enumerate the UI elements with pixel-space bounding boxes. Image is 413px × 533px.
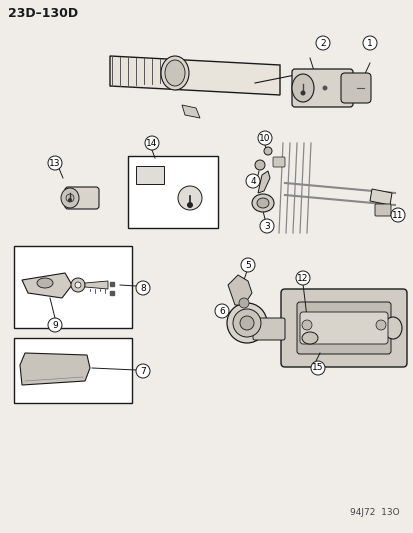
Circle shape xyxy=(75,282,81,288)
FancyBboxPatch shape xyxy=(252,318,284,340)
Text: 23D–130D: 23D–130D xyxy=(8,7,78,20)
Polygon shape xyxy=(257,171,269,193)
Circle shape xyxy=(375,320,385,330)
Circle shape xyxy=(214,304,228,318)
Circle shape xyxy=(390,208,404,222)
Circle shape xyxy=(71,278,85,292)
Circle shape xyxy=(187,202,192,208)
Circle shape xyxy=(315,36,329,50)
Text: 2: 2 xyxy=(319,38,325,47)
Text: 14: 14 xyxy=(146,139,157,148)
Circle shape xyxy=(263,147,271,155)
Text: 11: 11 xyxy=(391,211,403,220)
Ellipse shape xyxy=(165,60,185,86)
Circle shape xyxy=(295,271,309,285)
Ellipse shape xyxy=(256,198,268,208)
Ellipse shape xyxy=(37,278,53,288)
FancyBboxPatch shape xyxy=(296,302,390,354)
Circle shape xyxy=(233,309,260,337)
Text: 9: 9 xyxy=(52,320,58,329)
Circle shape xyxy=(240,258,254,272)
Ellipse shape xyxy=(252,194,273,212)
Text: 13: 13 xyxy=(49,158,61,167)
Circle shape xyxy=(301,320,311,330)
Circle shape xyxy=(257,131,271,145)
FancyBboxPatch shape xyxy=(340,73,370,103)
Polygon shape xyxy=(20,353,90,385)
Polygon shape xyxy=(22,273,72,298)
Polygon shape xyxy=(85,281,108,289)
Ellipse shape xyxy=(383,317,401,339)
Circle shape xyxy=(245,174,259,188)
Polygon shape xyxy=(110,56,279,95)
FancyBboxPatch shape xyxy=(291,69,352,107)
Text: 5: 5 xyxy=(244,261,250,270)
FancyBboxPatch shape xyxy=(280,289,406,367)
Polygon shape xyxy=(182,105,199,118)
Circle shape xyxy=(145,136,159,150)
Circle shape xyxy=(48,318,62,332)
FancyBboxPatch shape xyxy=(272,157,284,167)
Text: 12: 12 xyxy=(297,273,308,282)
Circle shape xyxy=(238,298,248,308)
Circle shape xyxy=(226,303,266,343)
Circle shape xyxy=(300,91,305,95)
Circle shape xyxy=(362,36,376,50)
Circle shape xyxy=(310,361,324,375)
FancyBboxPatch shape xyxy=(128,156,218,228)
Circle shape xyxy=(240,316,254,330)
Circle shape xyxy=(136,364,150,378)
Text: 94J72  13O: 94J72 13O xyxy=(349,508,399,517)
Text: 3: 3 xyxy=(263,222,269,230)
Text: 15: 15 xyxy=(311,364,323,373)
Text: 8: 8 xyxy=(140,284,145,293)
FancyBboxPatch shape xyxy=(299,312,387,344)
Ellipse shape xyxy=(301,332,317,344)
Text: 10: 10 xyxy=(259,133,270,142)
Text: 7: 7 xyxy=(140,367,145,376)
Circle shape xyxy=(136,281,150,295)
Circle shape xyxy=(66,194,74,202)
Circle shape xyxy=(259,219,273,233)
Text: 4: 4 xyxy=(249,176,255,185)
FancyBboxPatch shape xyxy=(14,246,132,328)
FancyBboxPatch shape xyxy=(136,166,164,184)
FancyBboxPatch shape xyxy=(14,338,132,403)
Ellipse shape xyxy=(291,74,313,102)
Text: 6: 6 xyxy=(218,306,224,316)
Text: 1: 1 xyxy=(366,38,372,47)
Ellipse shape xyxy=(61,188,79,208)
FancyBboxPatch shape xyxy=(65,187,99,209)
Circle shape xyxy=(254,160,264,170)
Circle shape xyxy=(68,198,72,202)
Circle shape xyxy=(48,156,62,170)
FancyBboxPatch shape xyxy=(374,204,390,216)
Circle shape xyxy=(322,85,327,91)
Polygon shape xyxy=(228,275,252,305)
Ellipse shape xyxy=(161,56,189,90)
Polygon shape xyxy=(369,189,391,205)
Circle shape xyxy=(178,186,202,210)
